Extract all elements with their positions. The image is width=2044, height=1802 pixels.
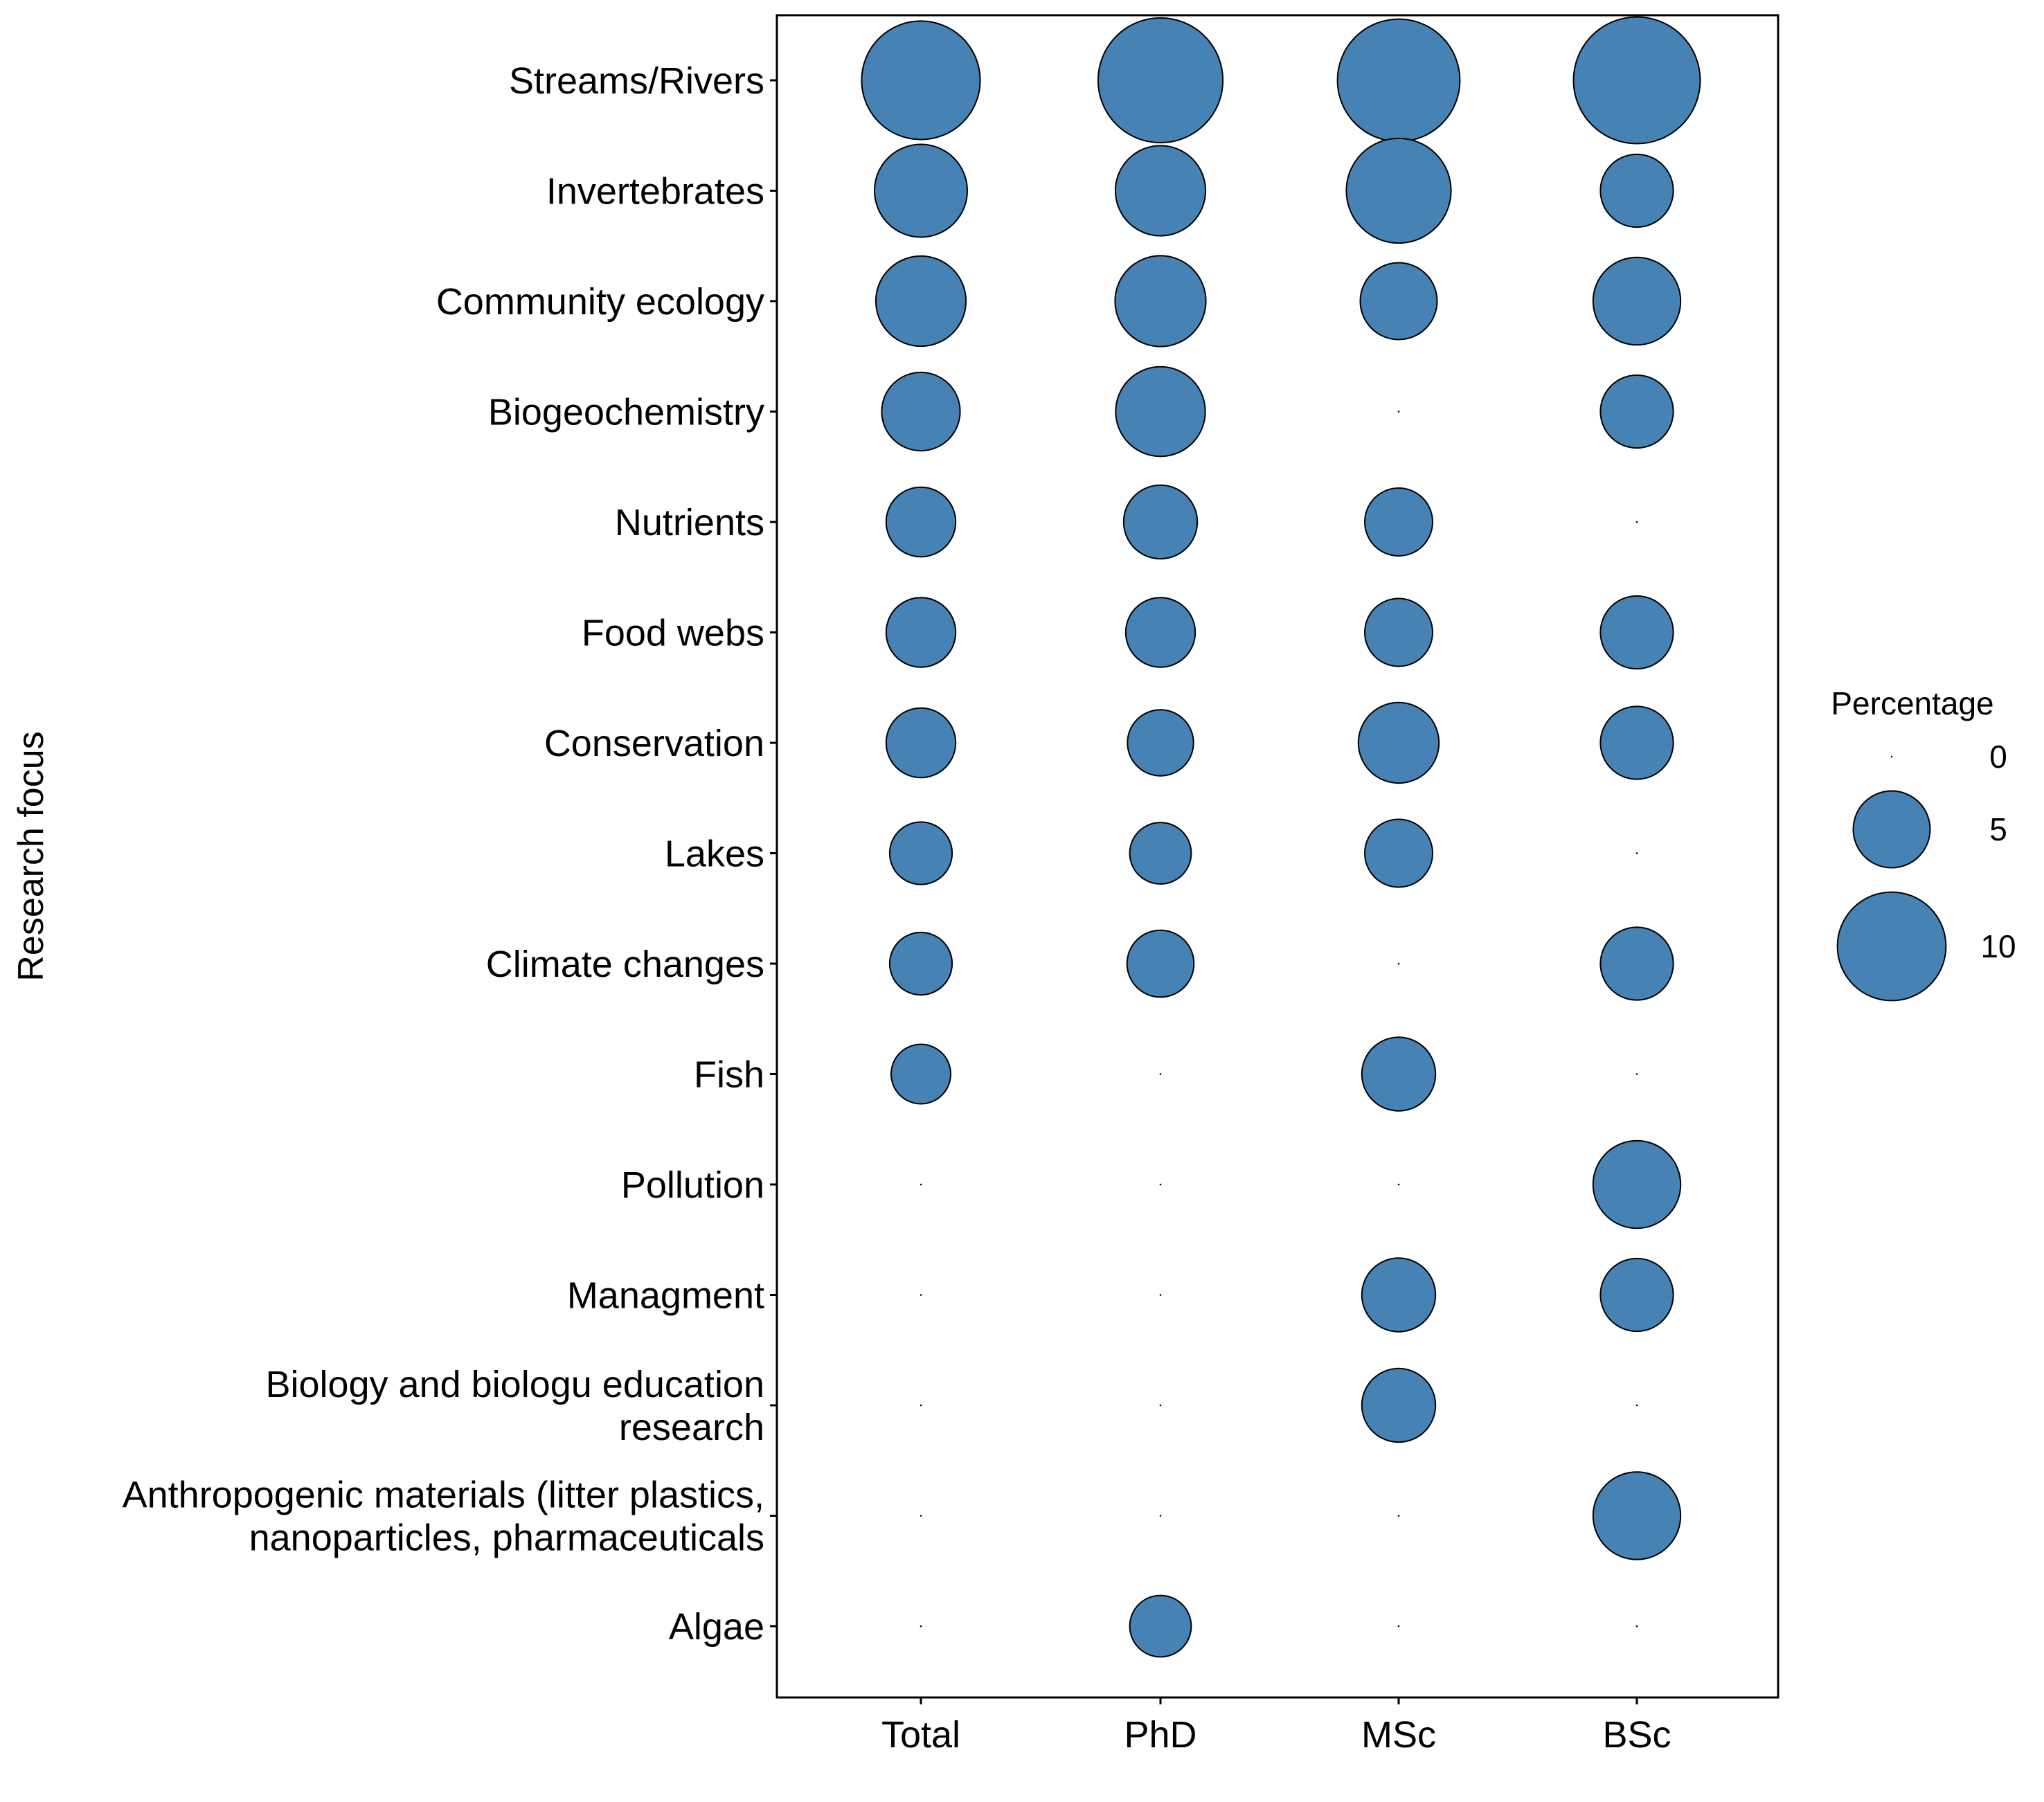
- bubble-total-1: [874, 143, 968, 238]
- bubble-total-4: [885, 486, 957, 558]
- y-tick-label: Biology and biologu education research: [265, 1364, 764, 1448]
- bubble-total-3: [881, 371, 961, 452]
- y-tick-label: Invertebrates: [546, 171, 764, 213]
- bubble-msc-7: [1364, 818, 1433, 888]
- plot-panel: [776, 14, 1779, 1699]
- bubble-phd-14: [1129, 1594, 1192, 1658]
- x-tick-label: Total: [881, 1714, 960, 1756]
- bubble-msc-10: [1397, 1183, 1400, 1186]
- size-legend: Percentage 0 5 10: [1831, 685, 2016, 1002]
- data-points: [861, 16, 1701, 1658]
- bubble-msc-2: [1359, 262, 1438, 341]
- bubble-phd-1: [1114, 145, 1207, 237]
- bubble-bsc-6: [1599, 705, 1674, 780]
- bubble-bsc-9: [1635, 1073, 1638, 1075]
- bubble-total-13: [920, 1515, 922, 1517]
- legend-label: 5: [1989, 811, 2007, 847]
- bubble-msc-11: [1361, 1257, 1437, 1333]
- y-tick-label: Pollution: [621, 1164, 764, 1206]
- bubble-msc-6: [1357, 701, 1440, 784]
- bubble-total-5: [885, 597, 957, 668]
- legend-title: Percentage: [1831, 685, 1993, 721]
- y-tick-label: Algae: [669, 1606, 764, 1648]
- y-tick-label: Fish: [694, 1054, 764, 1096]
- y-tick-label: Lakes: [665, 834, 764, 875]
- y-axis: Streams/Rivers Invertebrates Community eco…: [123, 60, 777, 1648]
- bubble-total-9: [890, 1043, 951, 1105]
- bubble-msc-8: [1397, 962, 1400, 965]
- bubble-bsc-11: [1599, 1257, 1674, 1333]
- bubble-bsc-7: [1635, 852, 1638, 854]
- bubble-phd-12: [1159, 1404, 1162, 1407]
- bubble-phd-2: [1114, 255, 1207, 348]
- bubble-bsc-4: [1635, 521, 1638, 523]
- bubble-bsc-10: [1592, 1139, 1682, 1229]
- bubble-bsc-0: [1572, 16, 1701, 145]
- y-tick-label: Streams/Rivers: [509, 60, 764, 102]
- bubble-phd-8: [1126, 929, 1195, 998]
- bubble-phd-7: [1129, 822, 1192, 885]
- bubble-total-6: [885, 707, 957, 779]
- bubble-msc-0: [1336, 18, 1461, 143]
- bubble-phd-5: [1124, 597, 1196, 668]
- bubble-msc-4: [1364, 487, 1433, 557]
- bubble-phd-13: [1159, 1515, 1162, 1517]
- y-tick-label: Climate changes: [486, 944, 764, 985]
- bubble-bsc-1: [1599, 153, 1674, 228]
- legend-label: 0: [1989, 739, 2007, 775]
- bubble-total-11: [920, 1294, 922, 1296]
- bubble-phd-6: [1127, 709, 1194, 777]
- bubble-bsc-14: [1635, 1625, 1638, 1628]
- x-axis: Total PhD MSc BSc: [881, 1697, 1671, 1756]
- bubble-total-2: [875, 255, 967, 348]
- bubble-total-8: [888, 931, 953, 996]
- legend-key: [1836, 891, 1947, 1002]
- bubble-phd-11: [1159, 1294, 1162, 1296]
- bubble-total-10: [920, 1183, 922, 1186]
- y-tick-label: Community ecology: [436, 281, 764, 323]
- legend-label: 10: [1980, 928, 2016, 964]
- bubble-bsc-5: [1599, 595, 1674, 670]
- bubble-msc-3: [1397, 411, 1400, 413]
- bubble-msc-12: [1361, 1367, 1437, 1443]
- bubble-msc-5: [1364, 597, 1433, 667]
- legend-key: [1852, 790, 1931, 869]
- bubble-phd-3: [1115, 366, 1206, 458]
- y-tick-label: Biogeochemistry: [488, 392, 764, 433]
- bubble-msc-9: [1361, 1036, 1437, 1112]
- bubble-msc-14: [1397, 1625, 1400, 1628]
- bubble-total-14: [920, 1625, 922, 1628]
- y-axis-title: Research focus: [11, 731, 51, 981]
- bubble-bsc-2: [1592, 256, 1682, 346]
- bubble-msc-1: [1345, 137, 1452, 244]
- bubble-phd-0: [1097, 17, 1224, 144]
- bubble-phd-4: [1122, 484, 1199, 560]
- legend-key: [1890, 755, 1893, 758]
- bubble-bsc-3: [1599, 374, 1674, 449]
- y-tick-label: Nutrients: [615, 502, 764, 543]
- y-tick-label: Managment: [567, 1275, 764, 1317]
- bubble-total-0: [861, 20, 981, 141]
- bubble-total-7: [888, 821, 953, 885]
- y-tick-label: Conservation: [544, 723, 764, 764]
- y-tick-label: Anthropogenic materials (litter plastics…: [123, 1475, 764, 1559]
- bubble-phd-9: [1159, 1073, 1162, 1075]
- bubble-total-12: [920, 1404, 922, 1407]
- y-tick-label: Food webs: [582, 613, 764, 654]
- bubble-msc-13: [1397, 1515, 1400, 1517]
- bubble-phd-10: [1159, 1183, 1162, 1186]
- x-tick-label: MSc: [1361, 1714, 1436, 1756]
- x-tick-label: PhD: [1124, 1714, 1196, 1756]
- bubble-bsc-12: [1635, 1404, 1638, 1407]
- bubble-bsc-13: [1592, 1471, 1682, 1560]
- bubble-bsc-8: [1599, 926, 1674, 1001]
- x-tick-label: BSc: [1602, 1714, 1671, 1756]
